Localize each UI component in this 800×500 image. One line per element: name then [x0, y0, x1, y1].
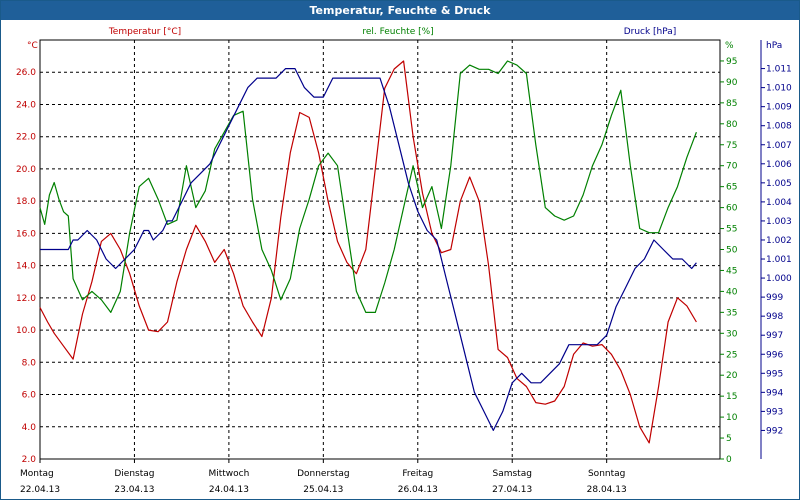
x-tick-day-label: Montag — [20, 469, 54, 479]
x-tick-date-label: 27.04.13 — [492, 485, 532, 495]
humidity-tick-label: 50 — [726, 246, 738, 256]
humidity-tick-label: 35 — [726, 308, 737, 318]
temperature-unit-label: °C — [27, 41, 38, 51]
humidity-tick-label: 20 — [726, 371, 738, 381]
humidity-tick-label: 60 — [726, 204, 738, 214]
temperature-tick-label: 16.0 — [16, 229, 36, 239]
humidity-tick-label: 70 — [726, 162, 738, 172]
temperature-tick-label: 14.0 — [16, 262, 36, 272]
plot-area — [39, 39, 721, 460]
humidity-tick-label: 90 — [726, 78, 738, 88]
humidity-unit-label: % — [725, 41, 734, 51]
x-tick-day-label: Freitag — [402, 469, 433, 479]
x-tick-day-label: Donnerstag — [297, 469, 350, 479]
humidity-line — [39, 60, 697, 313]
pressure-tick-label: 999 — [766, 293, 783, 303]
pressure-tick-label: 994 — [766, 388, 783, 398]
humidity-tick-label: 45 — [726, 266, 737, 276]
pressure-tick-label: 995 — [766, 369, 783, 379]
pressure-tick-label: 1.002 — [766, 236, 792, 246]
temperature-tick-label: 26.0 — [16, 68, 36, 78]
pressure-tick-label: 998 — [766, 312, 783, 322]
temperature-tick-label: 22.0 — [16, 133, 36, 143]
humidity-tick-label: 0 — [726, 455, 732, 465]
humidity-tick-label: 95 — [726, 57, 737, 67]
legend-pressure: Druck [hPa] — [624, 27, 677, 37]
pressure-tick-label: 992 — [766, 426, 783, 436]
x-tick-day-label: Mittwoch — [208, 469, 249, 479]
temperature-tick-label: 12.0 — [16, 294, 36, 304]
pressure-tick-label: 1.005 — [766, 179, 792, 189]
humidity-tick-label: 15 — [726, 392, 737, 402]
humidity-tick-label: 25 — [726, 350, 737, 360]
pressure-tick-label: 1.001 — [766, 255, 792, 265]
legend-temperature: Temperatur [°C] — [108, 27, 181, 37]
pressure-tick-label: 1.003 — [766, 217, 792, 227]
pressure-tick-label: 1.008 — [766, 122, 792, 132]
humidity-tick-label: 75 — [726, 141, 737, 151]
pressure-tick-label: 997 — [766, 331, 783, 341]
x-tick-date-label: 22.04.13 — [20, 485, 60, 495]
temperature-line — [39, 60, 697, 444]
humidity-tick-label: 55 — [726, 225, 737, 235]
pressure-tick-label: 1.007 — [766, 141, 792, 151]
temperature-tick-label: 20.0 — [16, 165, 36, 175]
temperature-tick-label: 10.0 — [16, 326, 36, 336]
pressure-tick-label: 1.011 — [766, 65, 792, 75]
temperature-tick-label: 8.0 — [22, 358, 37, 368]
humidity-tick-label: 10 — [726, 413, 738, 423]
humidity-tick-label: 65 — [726, 183, 737, 193]
humidity-tick-label: 5 — [726, 434, 732, 444]
pressure-tick-label: 1.010 — [766, 84, 792, 94]
humidity-tick-label: 85 — [726, 99, 737, 109]
pressure-unit-label: hPa — [766, 41, 782, 51]
x-tick-date-label: 28.04.13 — [587, 485, 627, 495]
x-tick-day-label: Dienstag — [114, 469, 154, 479]
pressure-tick-label: 1.009 — [766, 103, 792, 113]
pressure-tick-label: 1.004 — [766, 198, 792, 208]
temperature-tick-label: 6.0 — [22, 391, 37, 401]
pressure-tick-label: 993 — [766, 407, 783, 417]
x-tick-day-label: Sonntag — [588, 469, 625, 479]
temperature-tick-label: 18.0 — [16, 197, 36, 207]
x-tick-date-label: 23.04.13 — [114, 485, 154, 495]
chart-title: Temperatur, Feuchte & Druck — [1, 1, 799, 20]
pressure-line — [40, 67, 697, 431]
x-tick-date-label: 24.04.13 — [209, 485, 249, 495]
x-tick-date-label: 26.04.13 — [398, 485, 438, 495]
pressure-tick-label: 1.000 — [766, 274, 792, 284]
humidity-tick-label: 80 — [726, 120, 738, 130]
x-tick-date-label: 25.04.13 — [303, 485, 343, 495]
pressure-tick-label: 996 — [766, 350, 783, 360]
humidity-tick-label: 40 — [726, 287, 738, 297]
temperature-tick-label: 2.0 — [22, 455, 37, 465]
temperature-tick-label: 24.0 — [16, 100, 36, 110]
x-tick-day-label: Samstag — [492, 469, 531, 479]
pressure-tick-label: 1.006 — [766, 160, 792, 170]
temperature-tick-label: 4.0 — [22, 423, 37, 433]
legend-humidity: rel. Feuchte [%] — [362, 27, 433, 37]
humidity-tick-label: 30 — [726, 329, 738, 339]
